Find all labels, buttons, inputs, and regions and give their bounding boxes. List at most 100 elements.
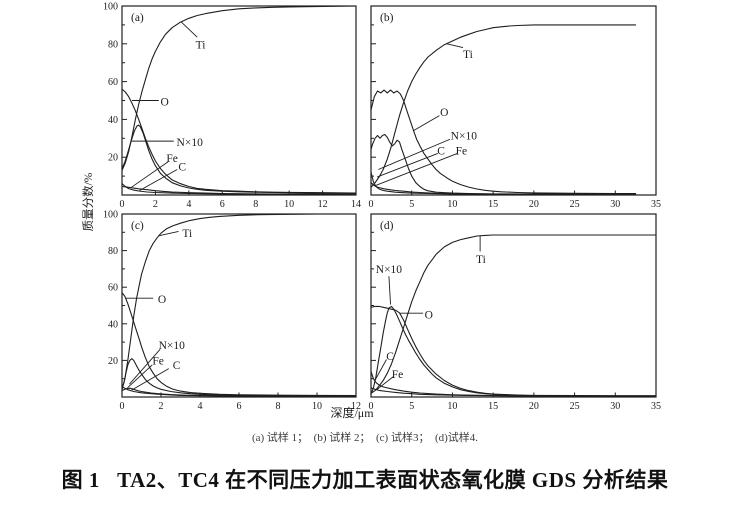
subplot-a: 0 2 4 6 8 10 12 14 20 40 60 80 100 Ti O N×10 FeC (a) (103, 2, 361, 211)
curve-c-Ti (121, 213, 357, 391)
x-tick-label-c: 8 (276, 401, 281, 412)
series-label-a: Ti (196, 40, 206, 52)
x-tick-label-a: 12 (318, 199, 328, 210)
curve-d-Fe (370, 387, 657, 397)
figure-subcaption: (a) 试样 1； (b) 试样 2； (c) 试样3； (d)试样4. (251, 432, 479, 444)
series-label-c: Fe (152, 355, 164, 367)
curve-d-O (370, 305, 657, 397)
y-tick-label-a: 100 (103, 2, 118, 13)
x-tick-label-d: 5 (409, 401, 414, 412)
x-tick-label-b: 20 (529, 199, 539, 210)
y-tick-label-c: 40 (108, 319, 118, 330)
y-tick-label-c: 80 (108, 246, 118, 257)
subplot-b: 0 5 10 15 20 25 30 35 Ti ON×10 C Fe (b) (369, 5, 661, 210)
leader-line-c (131, 368, 170, 391)
corner-label-d: (d) (380, 220, 394, 232)
curve-a-N×10 (121, 124, 357, 194)
curve-a-Ti (121, 5, 357, 171)
x-tick-label-a: 6 (220, 199, 225, 210)
leader-line-b (378, 138, 451, 170)
leader-line-a (130, 161, 169, 188)
plot-border-b (370, 5, 657, 196)
y-tick-label-a: 80 (108, 39, 118, 50)
series-label-d: O (425, 310, 433, 322)
curve-d-N×10 (370, 305, 657, 397)
corner-label-a: (a) (131, 12, 144, 24)
x-tick-label-d: 25 (570, 401, 580, 412)
leader-line-c (129, 349, 161, 385)
subplot-c: 0 2 4 6 8 10 12 20 40 60 80 100 Ti O N×10 Fe C (c) (103, 210, 361, 413)
leader-line-b (413, 115, 440, 132)
curve-b-Fe (370, 182, 637, 195)
leader-line-b (376, 153, 438, 178)
curve-b-O (370, 89, 637, 195)
y-axis-label: 质量分数/% (81, 172, 95, 231)
curve-a-C (121, 183, 357, 195)
leader-line-d (374, 359, 387, 382)
series-label-c: O (158, 294, 166, 306)
x-tick-label-b: 10 (447, 199, 457, 210)
series-label-b: O (440, 107, 448, 119)
x-tick-label-b: 0 (369, 199, 374, 210)
x-tick-label-b: 5 (409, 199, 414, 210)
y-tick-label-a: 20 (108, 153, 118, 164)
series-label-c: Ti (182, 228, 192, 240)
curve-b-C (370, 171, 637, 195)
leader-line-b (375, 153, 458, 186)
leader-line-a (181, 21, 198, 38)
y-tick-label-a: 60 (108, 77, 118, 88)
y-tick-label-c: 20 (108, 356, 118, 367)
leader-line-b (446, 43, 464, 49)
x-tick-label-b: 25 (570, 199, 580, 210)
x-tick-label-a: 8 (253, 199, 258, 210)
x-tick-label-c: 10 (312, 401, 322, 412)
x-tick-label-d: 10 (447, 401, 457, 412)
curve-c-O (121, 292, 357, 397)
leader-line-d (388, 276, 391, 305)
x-tick-label-c: 2 (159, 401, 164, 412)
curve-c-C (121, 386, 357, 398)
x-tick-label-a: 10 (284, 199, 294, 210)
x-tick-label-b: 30 (610, 199, 620, 210)
leader-line-a (139, 169, 178, 191)
x-tick-label-b: 15 (488, 199, 498, 210)
curve-c-N×10 (121, 358, 357, 397)
series-label-d: Ti (476, 254, 486, 266)
x-tick-label-a: 4 (186, 199, 191, 210)
series-label-d: Fe (392, 369, 404, 381)
x-tick-label-c: 4 (198, 401, 203, 412)
y-tick-label-c: 100 (103, 210, 118, 221)
curve-d-Ti (370, 234, 657, 394)
series-label-a: N×10 (177, 137, 204, 149)
plot-border-d (370, 213, 657, 398)
series-label-c: N×10 (159, 340, 186, 352)
x-tick-label-d: 15 (488, 401, 498, 412)
corner-label-c: (c) (131, 220, 144, 232)
x-tick-label-a: 0 (120, 199, 125, 210)
series-label-d: C (386, 351, 394, 363)
x-tick-label-d: 20 (529, 401, 539, 412)
subplot-d: 0 5 10 15 20 25 30 35 N×10 O Ti C Fe (d) (369, 213, 661, 412)
x-tick-label-a: 14 (351, 199, 361, 210)
x-tick-label-d: 35 (651, 401, 661, 412)
leader-line-c (127, 364, 153, 389)
x-tick-label-a: 2 (153, 199, 158, 210)
x-tick-label-c: 6 (237, 401, 242, 412)
x-tick-label-c: 12 (351, 401, 361, 412)
y-tick-label-c: 60 (108, 283, 118, 294)
series-label-b: N×10 (451, 130, 478, 142)
curve-b-Ti (370, 24, 637, 188)
leader-line-d (376, 376, 394, 391)
series-label-a: Fe (166, 153, 178, 165)
corner-label-b: (b) (380, 12, 394, 24)
series-label-a: C (178, 162, 186, 174)
series-label-a: O (160, 96, 168, 108)
series-label-b: Ti (463, 49, 473, 61)
series-label-d: N×10 (376, 264, 403, 276)
curve-d-C (370, 370, 657, 397)
x-axis-label: 深度/μm (330, 405, 374, 420)
x-tick-label-d: 0 (369, 401, 374, 412)
y-tick-label-a: 40 (108, 115, 118, 126)
